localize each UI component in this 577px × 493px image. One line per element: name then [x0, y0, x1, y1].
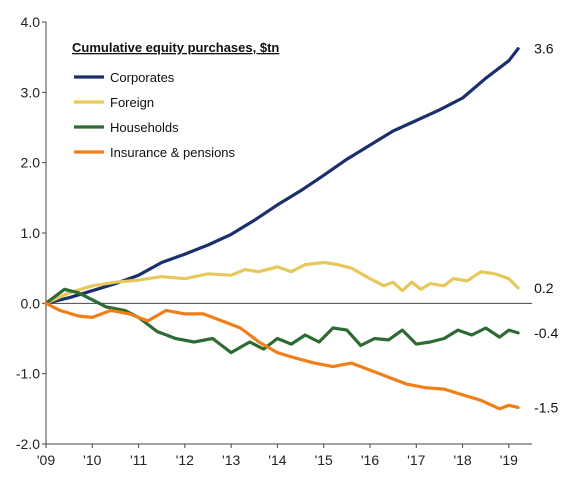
legend: Cumulative equity purchases, $tn Corpora…: [72, 40, 279, 160]
x-tick-label: '09: [37, 452, 55, 468]
x-tick-label: '19: [500, 452, 518, 468]
y-tick-label: -1.0: [16, 366, 40, 382]
series-line-2: [44, 287, 520, 355]
x-tick-label: '18: [453, 452, 471, 468]
x-tick-label: '12: [176, 452, 194, 468]
legend-title: Cumulative equity purchases, $tn: [72, 40, 279, 55]
series-lines: [44, 47, 520, 411]
axes: 4.0 3.0 2.0 1.0 0.0 -1.0 -2.0'09 '10 '11 '12 '13 '1…: [16, 14, 532, 468]
end-label-3: -1.5: [534, 399, 558, 415]
y-tick-label: 1.0: [21, 225, 41, 241]
y-tick-label: 4.0: [21, 14, 41, 30]
series-line-3: [44, 301, 520, 411]
series-line-1: [44, 260, 520, 305]
end-label-1: 0.2: [534, 280, 554, 296]
x-tick-label: '10: [83, 452, 101, 468]
legend-label-0: Corporates: [110, 70, 175, 85]
x-tick-label: '15: [315, 452, 333, 468]
series-line-0: [44, 47, 520, 305]
legend-label-3: Insurance & pensions: [110, 145, 236, 160]
x-tick-label: '14: [268, 452, 286, 468]
legend-label-1: Foreign: [110, 95, 154, 110]
end-label-2: -0.4: [534, 325, 558, 341]
x-tick-label: '11: [130, 452, 147, 468]
y-tick-label: 2.0: [21, 155, 41, 171]
x-tick-label: '13: [222, 452, 240, 468]
x-tick-label: '16: [361, 452, 379, 468]
end-label-0: 3.6: [534, 41, 554, 57]
y-tick-label: 0.0: [21, 295, 41, 311]
y-tick-label: 3.0: [21, 84, 41, 100]
legend-label-2: Households: [110, 120, 179, 135]
x-tick-label: '17: [407, 452, 425, 468]
end-labels: 3.6 0.2 -0.4 -1.5: [534, 41, 558, 416]
y-tick-label: -2.0: [16, 436, 40, 452]
